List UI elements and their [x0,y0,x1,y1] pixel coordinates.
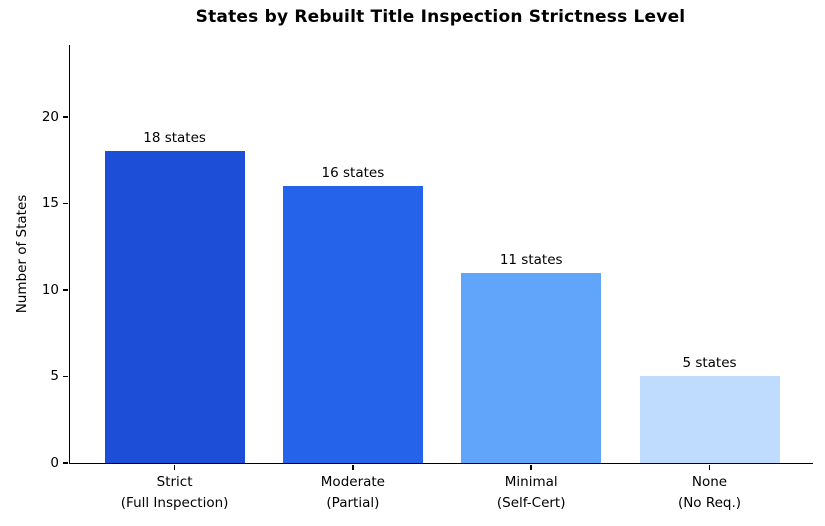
y-tick-label-5: 5 [50,368,59,385]
bar-value-label-2: 11 states [499,251,563,268]
x-tick-label-1: Moderate (Partial) [320,474,385,511]
bar-strict [104,151,245,463]
bar-minimal [461,272,602,463]
plot-area: 0 5 10 15 20 18 states Strict (Full Inspection… [42,45,813,511]
y-tick-label-10: 10 [41,281,59,298]
x-tick-label-3: None (No Req.) [677,474,742,511]
y-tick-mark-0 [63,462,69,464]
bar-moderate [282,186,423,463]
bar-value-label-1: 16 states [321,165,385,182]
x-tick-mark-2 [530,464,533,470]
y-tick-mark-10 [63,289,69,291]
y-axis-label: Number of States [14,194,30,314]
x-tick-mark-3 [708,464,711,470]
bar-none [639,376,780,463]
y-tick-mark-5 [63,375,69,378]
y-tick-mark-15 [63,202,69,205]
y-tick-label-20: 20 [41,108,59,125]
x-tick-mark-0 [173,464,176,470]
bar-value-label-3: 5 states [682,355,737,372]
x-tick-mark-1 [352,464,354,470]
x-tick-label-2: Minimal (Self-Cert) [496,474,566,511]
y-tick-label-15: 15 [41,195,59,212]
chart-title: States by Rebuilt Title Inspection Stric… [195,7,686,27]
y-tick-mark-20 [63,115,69,118]
bar-value-label-0: 18 states [143,130,206,147]
x-tick-label-0: Strict (Full Inspection) [120,474,229,511]
y-tick-label-0: 0 [50,455,59,471]
